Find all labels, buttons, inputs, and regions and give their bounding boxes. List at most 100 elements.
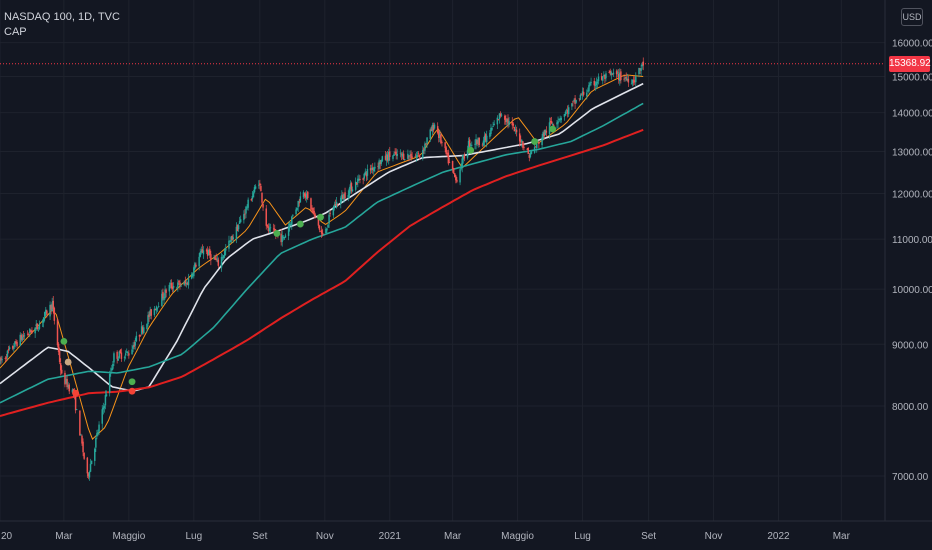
candle-body	[153, 308, 156, 316]
candle-body	[314, 214, 316, 216]
signal-dot-bull	[549, 125, 557, 133]
candle-body	[512, 123, 515, 126]
candle-body	[146, 323, 148, 329]
candle-body	[66, 378, 68, 388]
x-tick-label: 20	[1, 531, 13, 542]
candle-body	[37, 329, 40, 331]
candle-body	[557, 121, 559, 124]
indicator-label[interactable]: CAP	[4, 26, 27, 38]
candle-body	[230, 236, 232, 243]
candle-body	[90, 460, 93, 465]
candle-body	[444, 142, 446, 149]
candle-body	[518, 133, 521, 142]
candle-body	[482, 140, 485, 146]
candle-body	[640, 68, 642, 71]
candle-body	[312, 207, 314, 213]
candle-body	[4, 358, 7, 359]
candle-body	[134, 342, 137, 346]
candle-body	[433, 124, 436, 129]
candle-body	[580, 94, 583, 96]
candle-body	[370, 167, 373, 170]
currency-button[interactable]: USD	[901, 8, 923, 26]
candle-body	[261, 192, 263, 203]
price-axis[interactable]: 16000.00 15000.00 14000.00 13000.00 12000.00…	[892, 39, 932, 483]
candle-body	[453, 173, 456, 177]
candle-body	[186, 282, 189, 285]
candle-body	[603, 75, 605, 77]
candle-body	[508, 121, 510, 126]
candle-body	[289, 224, 292, 226]
candle-body	[642, 61, 644, 66]
candle-body	[124, 353, 127, 356]
candle-body	[209, 249, 211, 255]
candle-body	[332, 208, 335, 216]
candle-body	[280, 233, 282, 243]
candle-body	[320, 230, 323, 234]
candle-body	[416, 155, 419, 157]
y-tick-label: 15000.00	[892, 73, 932, 84]
candle-body	[231, 235, 233, 241]
candle-body	[348, 188, 351, 196]
candle-body	[541, 137, 543, 146]
candle-body	[13, 347, 15, 349]
candle-body	[156, 307, 159, 309]
candle-body	[65, 378, 67, 384]
candle-body	[630, 83, 633, 85]
candle-body	[326, 228, 328, 231]
candle-body	[162, 291, 164, 299]
signal-dot-bull	[531, 138, 539, 145]
x-tick-label: Mar	[833, 531, 851, 542]
candle-body	[49, 304, 51, 317]
candle-body	[172, 286, 175, 288]
candle-body	[141, 327, 144, 332]
candle-body	[455, 175, 457, 181]
candle-body	[553, 125, 555, 126]
candle-body	[125, 351, 128, 353]
candle-body	[447, 152, 450, 164]
candle-body	[522, 141, 524, 148]
candle-body	[165, 289, 167, 293]
symbol-title[interactable]: NASDAQ 100, 1D, TVC	[4, 11, 120, 23]
candle-body	[515, 129, 518, 133]
candle-body	[86, 457, 89, 474]
candle-body	[565, 109, 568, 111]
candle-body	[485, 135, 488, 143]
candle-body	[574, 98, 576, 104]
candle-body	[258, 184, 260, 186]
candle-body	[56, 319, 59, 346]
candle-body	[394, 151, 396, 153]
candle-body	[110, 372, 112, 374]
candle-body	[112, 363, 114, 369]
candle-body	[476, 140, 478, 145]
candle-body	[378, 160, 380, 169]
candle-body	[236, 225, 239, 232]
candle-body	[441, 142, 443, 144]
candle-body	[350, 182, 353, 192]
candle-body	[243, 214, 245, 221]
candle-body	[334, 203, 337, 206]
candle-body	[497, 119, 500, 120]
candle-body	[89, 463, 92, 472]
candle-body	[28, 334, 30, 335]
candle-body	[371, 167, 374, 170]
candle-body	[81, 435, 83, 444]
time-axis[interactable]: 20 Mar Maggio Lug Set Nov 2021 Mar Maggio Lug Set N…	[1, 531, 851, 542]
candle-body	[295, 209, 297, 215]
candle-body	[101, 409, 103, 424]
candle-body	[244, 213, 246, 215]
candle-body	[157, 306, 160, 307]
candle-body	[387, 152, 390, 161]
candle-body	[34, 327, 36, 334]
candle-body	[477, 137, 479, 144]
candle-body	[418, 154, 421, 158]
candle-body	[439, 134, 441, 138]
candle-body	[506, 119, 508, 122]
candle-body	[31, 330, 33, 334]
candle-body	[147, 315, 149, 325]
candle-body	[460, 167, 462, 169]
candle-body	[50, 304, 52, 310]
candle-body	[296, 207, 298, 210]
grid	[0, 0, 885, 521]
